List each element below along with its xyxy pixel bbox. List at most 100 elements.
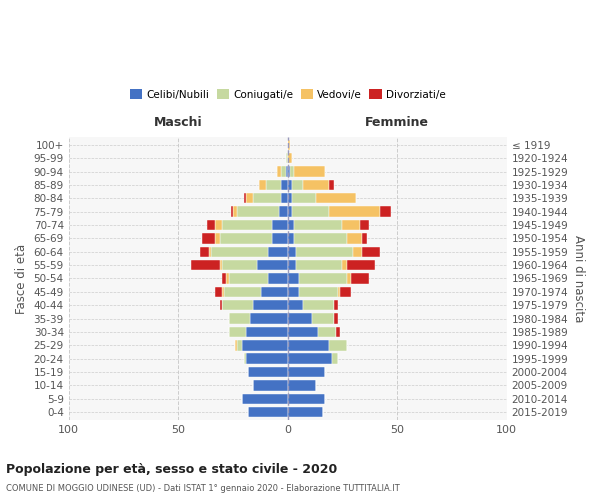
Bar <box>294 233 347 243</box>
Bar <box>312 314 334 324</box>
Bar <box>220 233 272 243</box>
Bar <box>286 153 287 164</box>
Bar <box>380 206 391 217</box>
Bar <box>253 193 281 203</box>
Bar <box>235 340 238 350</box>
Bar <box>206 220 215 230</box>
Bar <box>242 340 287 350</box>
Text: Maschi: Maschi <box>154 116 202 130</box>
Bar <box>250 314 287 324</box>
Bar <box>272 220 287 230</box>
Bar <box>224 286 262 297</box>
Bar <box>287 286 299 297</box>
Bar <box>299 286 338 297</box>
Bar <box>246 354 287 364</box>
Text: COMUNE DI MOGGIO UDINESE (UD) - Dati ISTAT 1° gennaio 2020 - Elaborazione TUTTIT: COMUNE DI MOGGIO UDINESE (UD) - Dati IST… <box>6 484 400 493</box>
Bar <box>329 180 334 190</box>
Bar <box>292 206 329 217</box>
Bar <box>287 220 294 230</box>
Bar <box>222 220 272 230</box>
Bar <box>281 180 287 190</box>
Bar <box>329 206 380 217</box>
Bar <box>222 300 253 310</box>
Bar <box>191 260 220 270</box>
Bar <box>266 180 281 190</box>
Bar <box>362 233 367 243</box>
Bar <box>248 367 287 377</box>
Bar <box>244 193 246 203</box>
Bar <box>231 206 233 217</box>
Bar <box>248 407 287 418</box>
Bar <box>292 193 316 203</box>
Bar <box>360 220 369 230</box>
Bar <box>246 326 287 337</box>
Bar <box>362 246 380 257</box>
Bar <box>211 246 268 257</box>
Bar <box>268 274 287 283</box>
Bar <box>292 180 303 190</box>
Bar <box>268 246 287 257</box>
Bar <box>294 220 343 230</box>
Bar <box>343 220 360 230</box>
Bar <box>277 166 281 177</box>
Bar <box>287 394 325 404</box>
Bar <box>246 193 253 203</box>
Text: Popolazione per età, sesso e stato civile - 2020: Popolazione per età, sesso e stato civil… <box>6 462 337 475</box>
Bar <box>220 300 222 310</box>
Bar <box>287 153 292 164</box>
Bar <box>253 380 287 390</box>
Bar <box>222 260 257 270</box>
Bar <box>272 233 287 243</box>
Bar <box>287 407 323 418</box>
Bar <box>287 193 292 203</box>
Bar <box>281 166 286 177</box>
Bar <box>329 340 347 350</box>
Bar <box>331 354 338 364</box>
Bar <box>229 314 250 324</box>
Bar <box>296 246 353 257</box>
Bar <box>257 260 287 270</box>
Bar <box>222 274 226 283</box>
Bar <box>287 380 316 390</box>
Bar <box>287 246 296 257</box>
Bar <box>238 340 242 350</box>
Legend: Celibi/Nubili, Coniugati/e, Vedovi/e, Divorziati/e: Celibi/Nubili, Coniugati/e, Vedovi/e, Di… <box>125 86 450 104</box>
Bar <box>220 260 222 270</box>
Bar <box>287 340 329 350</box>
Bar <box>200 246 209 257</box>
Bar <box>209 246 211 257</box>
Bar <box>287 260 296 270</box>
Bar <box>334 300 338 310</box>
Bar <box>259 180 266 190</box>
Bar <box>336 326 340 337</box>
Bar <box>215 286 222 297</box>
Bar <box>215 233 220 243</box>
Bar <box>303 300 334 310</box>
Bar <box>238 206 279 217</box>
Bar <box>244 354 246 364</box>
Bar <box>353 246 362 257</box>
Bar <box>262 286 287 297</box>
Bar <box>287 206 292 217</box>
Bar <box>215 220 222 230</box>
Bar <box>343 260 347 270</box>
Bar <box>316 193 356 203</box>
Bar <box>286 166 287 177</box>
Bar <box>294 166 325 177</box>
Bar <box>287 354 331 364</box>
Bar <box>303 180 329 190</box>
Bar <box>299 274 347 283</box>
Bar <box>287 314 312 324</box>
Bar <box>287 274 299 283</box>
Bar <box>279 206 287 217</box>
Bar <box>340 286 351 297</box>
Bar <box>347 233 362 243</box>
Bar <box>319 326 336 337</box>
Bar <box>287 166 290 177</box>
Bar <box>296 260 343 270</box>
Bar <box>253 300 287 310</box>
Bar <box>338 286 340 297</box>
Bar <box>334 314 338 324</box>
Bar <box>347 260 376 270</box>
Bar <box>242 394 287 404</box>
